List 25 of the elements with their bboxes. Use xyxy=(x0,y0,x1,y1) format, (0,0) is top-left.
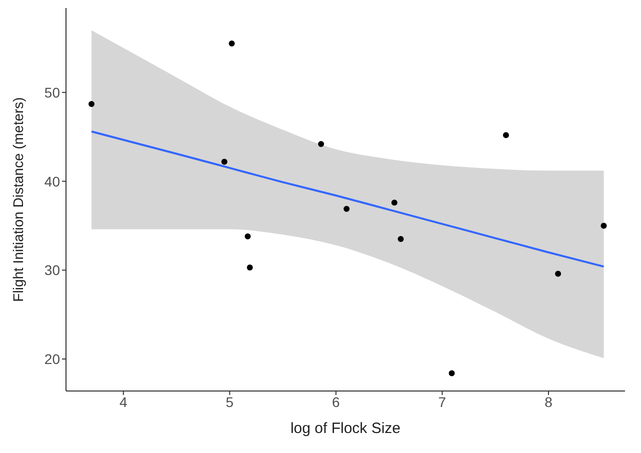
point xyxy=(228,40,235,47)
point xyxy=(318,140,324,147)
x-tick-label: 7 xyxy=(438,394,446,410)
point xyxy=(344,206,350,212)
point xyxy=(246,264,253,270)
x-tick-label: 4 xyxy=(119,394,128,410)
point xyxy=(555,270,562,277)
y-tick-label: 50 xyxy=(44,84,60,100)
line-series xyxy=(90,130,605,268)
point xyxy=(244,233,251,240)
point xyxy=(502,132,509,138)
y-tick-label: 30 xyxy=(44,262,60,278)
y-tick-label: 20 xyxy=(44,350,60,367)
x-tick-label: 6 xyxy=(332,394,340,410)
y-axis-title: Flight Initiation Distance (meters) xyxy=(10,97,26,302)
point xyxy=(221,158,228,165)
x-axis-title: log of Flock Size xyxy=(290,420,401,437)
x-tick-label: 5 xyxy=(226,394,234,410)
point xyxy=(398,236,404,242)
point xyxy=(448,370,455,376)
x-tick-label: 8 xyxy=(544,394,553,410)
y-tick-label: 40 xyxy=(44,173,60,190)
point xyxy=(88,100,95,107)
point xyxy=(600,222,607,229)
point xyxy=(391,200,398,206)
